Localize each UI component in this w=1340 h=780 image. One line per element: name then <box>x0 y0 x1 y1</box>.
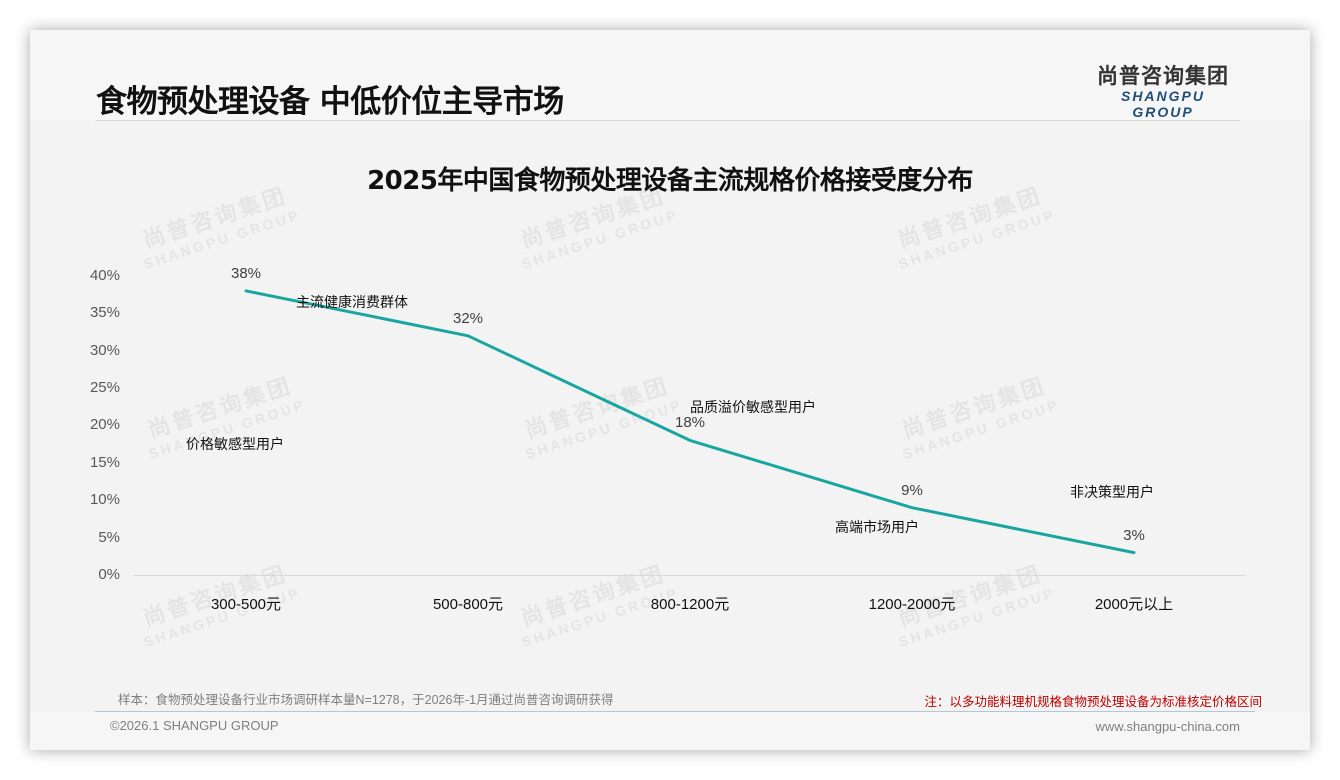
y-tick: 30% <box>89 342 120 359</box>
footer-divider <box>95 711 1255 712</box>
x-tick: 500-800元 <box>432 596 504 613</box>
header-band <box>30 30 1310 120</box>
data-label: 38% <box>230 265 262 282</box>
data-label: 3% <box>1123 527 1145 544</box>
y-tick: 40% <box>89 267 120 284</box>
methodology-note: 注：以多功能料理机规格食物预处理设备为标准核定价格区间 <box>924 695 1262 709</box>
y-tick: 0% <box>98 566 120 583</box>
footer-band <box>30 712 1310 750</box>
copyright: ©2026.1 SHANGPU GROUP <box>110 718 279 733</box>
logo-cn: 尚普咨询集团 <box>1097 64 1229 88</box>
x-tick: 800-1200元 <box>650 596 730 613</box>
y-tick: 5% <box>98 529 120 546</box>
title-divider <box>95 120 1240 121</box>
series-line <box>244 289 1136 555</box>
company-logo: 尚普咨询集团 SHANGPU GROUP <box>1088 64 1238 120</box>
data-label: 18% <box>674 414 706 431</box>
y-tick: 35% <box>89 304 120 321</box>
line-chart <box>134 289 1245 576</box>
annotation: 主流健康消费群体 <box>296 295 408 311</box>
x-tick: 1200-2000元 <box>868 596 956 613</box>
logo-en: SHANGPU GROUP <box>1120 88 1205 120</box>
annotation: 价格敏感型用户 <box>186 437 284 453</box>
x-tick: 300-500元 <box>210 596 282 613</box>
y-tick: 20% <box>89 416 120 433</box>
annotation: 品质溢价敏感型用户 <box>690 400 816 416</box>
data-label: 9% <box>901 482 923 499</box>
annotation: 高端市场用户 <box>835 520 919 536</box>
page-title: 食物预处理设备 中低价位主导市场 <box>96 84 564 120</box>
y-tick: 25% <box>89 379 120 396</box>
slide-card: 食物预处理设备 中低价位主导市场 尚普咨询集团 SHANGPU GROUP 尚普… <box>30 30 1310 750</box>
sample-note: 样本：食物预处理设备行业市场调研样本量N=1278，于2026年-1月通过尚普咨… <box>118 693 614 707</box>
y-tick: 15% <box>89 454 120 471</box>
data-label: 32% <box>452 310 484 327</box>
y-tick: 10% <box>89 491 120 508</box>
chart-title: 2025年中国食物预处理设备主流规格价格接受度分布 <box>367 166 973 196</box>
annotation: 非决策型用户 <box>1070 485 1154 501</box>
x-tick: 2000元以上 <box>1094 596 1174 613</box>
website-link[interactable]: www.shangpu-china.com <box>1095 719 1240 734</box>
